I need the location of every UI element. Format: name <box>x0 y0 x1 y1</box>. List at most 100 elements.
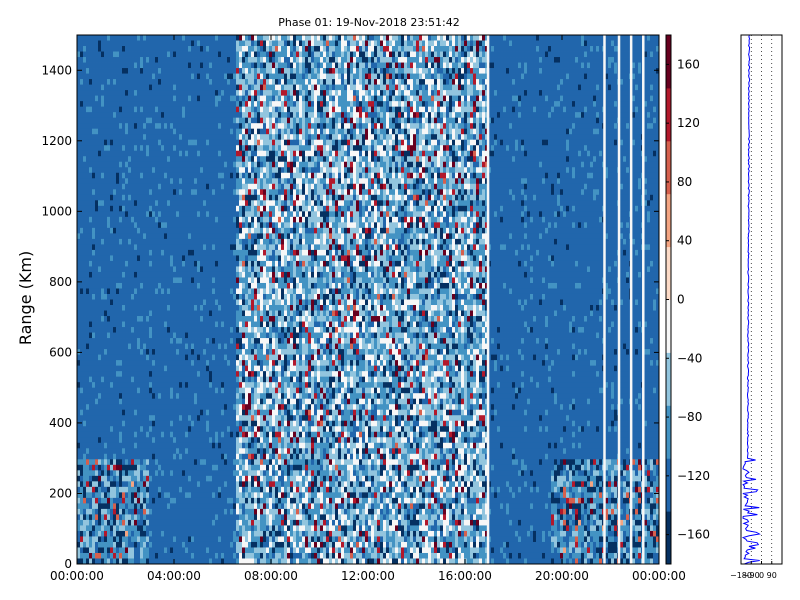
heatmap-cell <box>194 393 198 400</box>
heatmap-cell <box>80 541 84 548</box>
heatmap-cell <box>230 442 234 449</box>
heatmap-cell <box>107 101 111 108</box>
heatmap-cell <box>83 249 87 256</box>
heatmap-cell <box>107 51 111 58</box>
heatmap-cell <box>227 205 231 212</box>
heatmap-cell <box>95 321 99 328</box>
heatmap-cell <box>176 205 180 212</box>
heatmap-cell <box>104 376 108 383</box>
heatmap-cell <box>218 420 222 427</box>
heatmap-cell <box>173 415 177 422</box>
heatmap-cell <box>80 398 84 405</box>
heatmap-cell <box>113 222 117 229</box>
heatmap-cell <box>170 536 174 543</box>
heatmap-cell <box>179 134 183 141</box>
heatmap-cell <box>95 459 99 466</box>
heatmap-cell <box>206 360 210 367</box>
heatmap-cell <box>164 46 168 52</box>
heatmap-cell <box>221 172 225 179</box>
heatmap-cell <box>152 343 156 350</box>
heatmap-cell <box>212 183 216 190</box>
heatmap-cell <box>80 293 84 300</box>
heatmap-cell <box>104 134 108 141</box>
heatmap-cell <box>182 420 186 427</box>
heatmap-cell <box>188 205 192 212</box>
heatmap-cell <box>98 277 102 284</box>
heatmap-cell <box>143 167 147 174</box>
heatmap-cell <box>170 260 174 267</box>
heatmap-cell <box>95 271 99 278</box>
heatmap-cell <box>185 35 189 41</box>
heatmap-cell <box>194 227 198 234</box>
heatmap-cell <box>224 35 228 41</box>
heatmap-cell <box>176 167 180 174</box>
heatmap-cell <box>170 343 174 350</box>
heatmap-cell <box>230 35 234 41</box>
heatmap-cell <box>140 128 144 135</box>
heatmap-cell <box>134 282 138 289</box>
heatmap-cell <box>140 35 144 41</box>
heatmap-cell <box>185 360 189 367</box>
heatmap-cell <box>122 68 126 74</box>
heatmap-cell <box>149 497 153 504</box>
heatmap-cell <box>95 354 99 361</box>
heatmap-cell <box>137 404 141 411</box>
heatmap-cell <box>140 541 144 548</box>
heatmap-cell <box>104 79 108 85</box>
heatmap-cell <box>122 442 126 449</box>
heatmap-cell <box>98 172 102 179</box>
heatmap-cell <box>194 503 198 510</box>
heatmap-cell <box>143 112 147 119</box>
heatmap-cell <box>125 288 129 295</box>
heatmap-cell <box>95 525 99 532</box>
heatmap-cell <box>218 68 222 74</box>
heatmap-cell <box>173 227 177 234</box>
heatmap-cell <box>80 189 84 196</box>
heatmap-cell <box>113 117 117 124</box>
heatmap-cell <box>83 459 87 466</box>
heatmap-cell <box>143 271 147 278</box>
heatmap-cell <box>206 541 210 548</box>
heatmap-cell <box>146 62 150 69</box>
heatmap-cell <box>215 371 219 378</box>
heatmap-cell <box>137 305 141 311</box>
heatmap-cell <box>83 354 87 361</box>
heatmap-cell <box>143 426 147 433</box>
heatmap-cell <box>209 73 213 80</box>
heatmap-cell <box>182 189 186 196</box>
heatmap-cell <box>188 255 192 262</box>
heatmap-cell <box>119 453 123 460</box>
heatmap-cell <box>200 227 204 234</box>
heatmap-cell <box>179 112 183 119</box>
heatmap-cell <box>89 156 93 163</box>
heatmap-cell <box>194 426 198 433</box>
heatmap-cell <box>200 547 204 554</box>
heatmap-cell <box>128 558 132 565</box>
heatmap-cell <box>131 365 135 372</box>
heatmap-cell <box>218 79 222 85</box>
heatmap-cell <box>185 404 189 411</box>
heatmap-cell <box>131 464 135 471</box>
heatmap-cell <box>134 349 138 355</box>
heatmap-cell <box>92 558 96 565</box>
heatmap-cell <box>146 426 150 433</box>
heatmap-cell <box>209 95 213 102</box>
heatmap-cell <box>86 453 90 460</box>
heatmap-cell <box>161 227 165 234</box>
heatmap-cell <box>191 189 195 196</box>
heatmap-cell <box>98 382 102 389</box>
heatmap-cell <box>194 123 198 130</box>
heatmap-cell <box>146 519 150 526</box>
heatmap-cell <box>86 343 90 350</box>
heatmap-cell <box>224 271 228 278</box>
heatmap-cell <box>104 112 108 119</box>
heatmap-cell <box>98 194 102 201</box>
heatmap-cell <box>140 68 144 74</box>
heatmap-cell <box>98 255 102 262</box>
heatmap-cell <box>224 448 228 455</box>
heatmap-cell <box>179 481 183 488</box>
heatmap-cell <box>188 101 192 108</box>
heatmap-cell <box>131 172 135 179</box>
heatmap-cell <box>134 84 138 91</box>
heatmap-cell <box>161 481 165 488</box>
